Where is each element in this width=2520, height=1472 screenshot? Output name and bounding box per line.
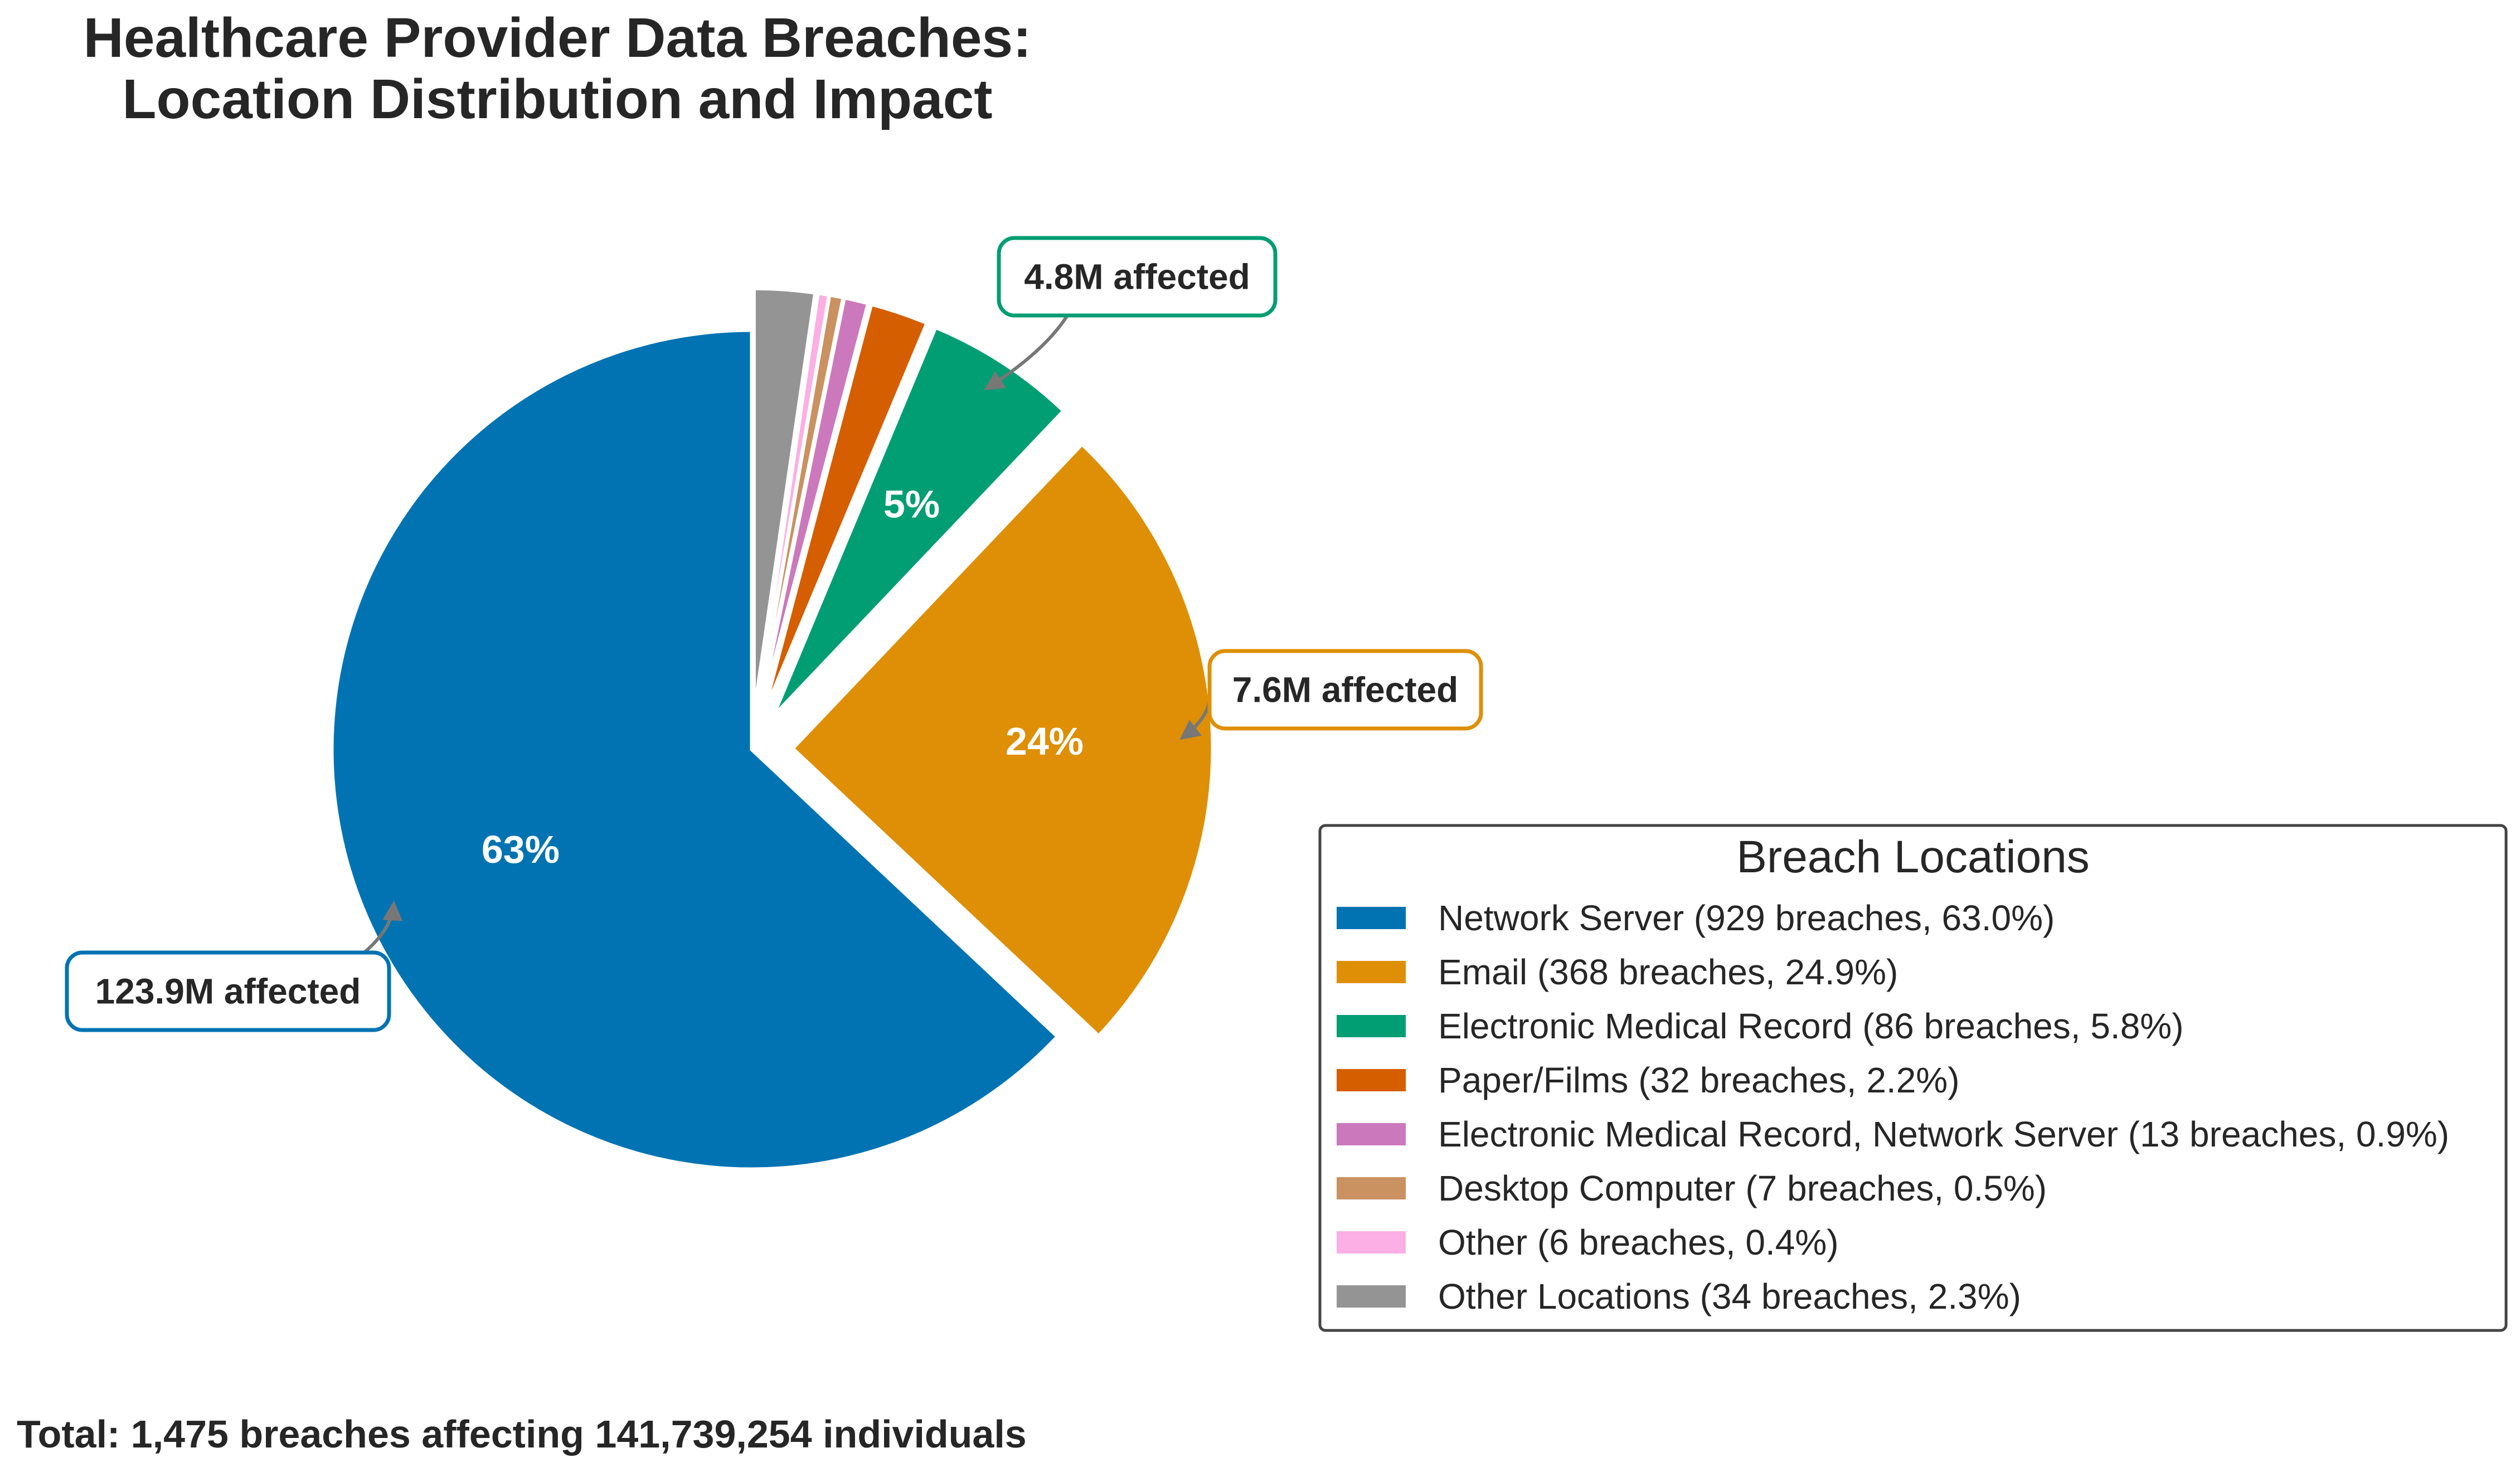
pie-slice-paper-films <box>763 303 929 711</box>
callout-arrow-electronic-medical-record <box>984 314 1069 391</box>
pie-slice-other-locations <box>752 287 817 708</box>
legend-frame <box>1318 824 2508 1332</box>
callout-box-email <box>1207 649 1483 731</box>
chart-footer-total: Total: 1,475 breaches affecting 141,739,… <box>17 1412 1027 1456</box>
percent-labels: 63% 24% 5% <box>482 482 1084 871</box>
legend-swatch-other <box>1337 1231 1406 1254</box>
chart-title-line-2: Location Distribution and Impact <box>122 68 992 130</box>
legend-swatch-paper-films <box>1337 1069 1406 1091</box>
legend-label-electronic-medical-record: Electronic Medical Record (86 breaches, … <box>1438 1006 2184 1046</box>
legend-items: Network Server (929 breaches, 63.0%) Emai… <box>1337 898 2449 1316</box>
legend-swatch-desktop-computer <box>1337 1177 1406 1199</box>
legend-label-network-server: Network Server (929 breaches, 63.0%) <box>1438 898 2055 938</box>
percent-label-network-server: 63% <box>482 828 560 871</box>
percent-label-electronic-medical-record: 5% <box>883 482 940 526</box>
legend-swatch-other-locations <box>1337 1285 1406 1308</box>
legend-label-other-locations: Other Locations (34 breaches, 2.3%) <box>1438 1276 2021 1316</box>
legend-swatch-electronic-medical-record-network-server <box>1337 1123 1406 1145</box>
legend-title: Breach Locations <box>1736 832 2090 882</box>
pie-slice-other <box>756 292 831 709</box>
legend-swatch-network-server <box>1337 907 1406 929</box>
legend-label-desktop-computer: Desktop Computer (7 breaches, 0.5%) <box>1438 1168 2047 1208</box>
affected-callouts: 123.9M affected 7.6M affected 4.8M affecte… <box>65 236 1483 1032</box>
callout-text-electronic-medical-record: 4.8M affected <box>1024 257 1250 297</box>
pie-slice-electronic-medical-record <box>773 326 1065 716</box>
legend-label-email: Email (368 breaches, 24.9%) <box>1438 952 1898 992</box>
legend: Breach Locations Network Server (929 bre… <box>1318 824 2508 1332</box>
callout-text-email: 7.6M affected <box>1232 670 1458 710</box>
callout-box-electronic-medical-record <box>997 236 1278 318</box>
pie-slice-network-server <box>331 329 1059 1170</box>
pie-slice-email <box>791 443 1214 1038</box>
legend-label-paper-films: Paper/Films (32 breaches, 2.2%) <box>1438 1060 1960 1100</box>
callout-box-network-server <box>65 950 391 1032</box>
pie-slice-electronic-medical-record-network-server <box>759 297 870 710</box>
callout-text-network-server: 123.9M affected <box>95 971 361 1012</box>
pie-slices <box>331 287 1214 1170</box>
legend-swatch-electronic-medical-record <box>1337 1015 1406 1037</box>
chart-title-line-1: Healthcare Provider Data Breaches: <box>84 7 1032 69</box>
legend-label-electronic-medical-record-network-server: Electronic Medical Record, Network Serve… <box>1438 1114 2449 1154</box>
percent-label-email: 24% <box>1006 720 1084 763</box>
legend-swatch-email <box>1337 961 1406 983</box>
legend-label-other: Other (6 breaches, 0.4%) <box>1438 1222 1839 1262</box>
